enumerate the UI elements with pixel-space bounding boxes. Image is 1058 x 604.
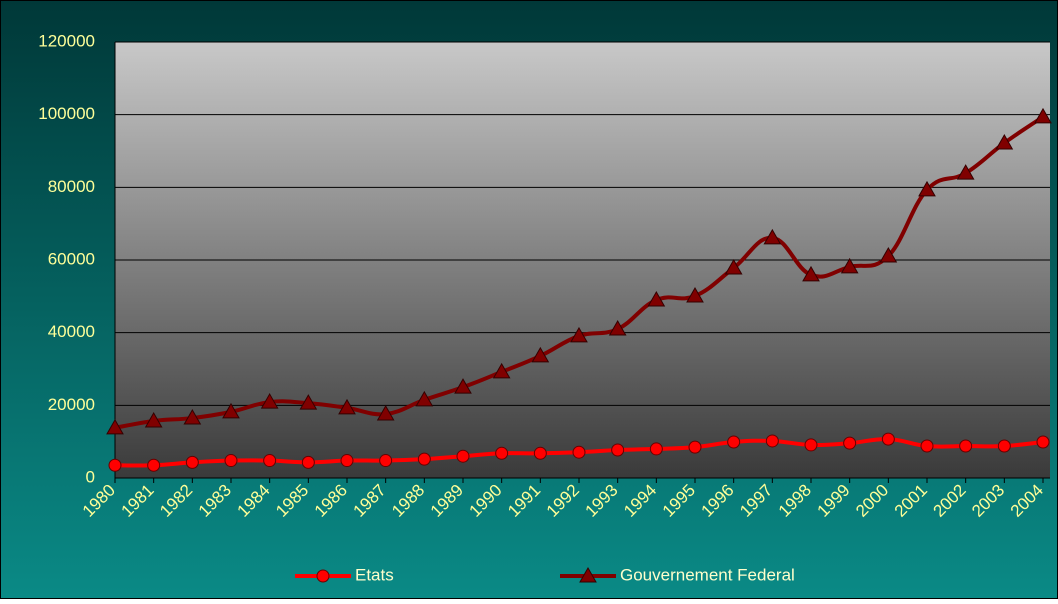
data-point bbox=[533, 446, 547, 460]
data-point bbox=[106, 418, 124, 435]
y-tick-label: 80000 bbox=[48, 177, 95, 196]
data-point bbox=[920, 439, 934, 453]
data-point bbox=[183, 409, 202, 425]
data-point bbox=[1034, 107, 1052, 124]
data-point bbox=[686, 286, 704, 303]
data-point bbox=[301, 455, 315, 469]
data-point bbox=[531, 346, 550, 363]
data-point bbox=[338, 398, 356, 415]
data-point bbox=[144, 411, 163, 428]
data-point bbox=[804, 438, 818, 452]
data-point bbox=[843, 436, 857, 450]
data-point bbox=[997, 439, 1011, 453]
data-point bbox=[147, 458, 161, 472]
data-point bbox=[222, 402, 240, 419]
data-point bbox=[108, 458, 122, 472]
y-tick-label: 0 bbox=[86, 467, 95, 486]
data-point bbox=[572, 445, 586, 459]
data-point bbox=[376, 405, 395, 421]
data-point bbox=[492, 362, 511, 379]
data-point bbox=[995, 133, 1014, 150]
data-point bbox=[224, 454, 238, 468]
y-tick-label: 100000 bbox=[38, 104, 95, 123]
data-point bbox=[185, 455, 199, 469]
data-point bbox=[608, 320, 627, 336]
data-point bbox=[454, 378, 472, 394]
y-tick-label: 120000 bbox=[38, 31, 95, 50]
data-point bbox=[299, 394, 318, 410]
data-point bbox=[260, 393, 279, 409]
legend-label: Etats bbox=[355, 565, 394, 584]
data-point bbox=[727, 435, 741, 449]
y-tick-label: 60000 bbox=[48, 249, 95, 268]
data-point bbox=[340, 454, 354, 468]
data-point bbox=[379, 454, 393, 468]
data-point bbox=[879, 246, 898, 263]
legend-label: Gouvernement Federal bbox=[620, 565, 795, 584]
data-point bbox=[570, 326, 588, 343]
data-point bbox=[1036, 435, 1050, 449]
data-point bbox=[647, 290, 666, 307]
data-point bbox=[724, 258, 743, 275]
data-point bbox=[881, 432, 895, 446]
data-point bbox=[918, 180, 936, 197]
data-point bbox=[802, 265, 820, 282]
y-tick-label: 40000 bbox=[48, 322, 95, 341]
data-point bbox=[959, 439, 973, 453]
legend-marker bbox=[316, 569, 330, 583]
data-point bbox=[417, 452, 431, 466]
legend-marker bbox=[579, 566, 597, 583]
data-point bbox=[840, 257, 859, 274]
data-point bbox=[263, 454, 277, 468]
data-point bbox=[415, 390, 434, 407]
data-point bbox=[688, 440, 702, 454]
data-point bbox=[765, 434, 779, 448]
data-point bbox=[456, 449, 470, 463]
data-point bbox=[763, 228, 782, 245]
data-point bbox=[611, 443, 625, 457]
data-point bbox=[956, 164, 975, 180]
data-point bbox=[495, 446, 509, 460]
data-point bbox=[649, 442, 663, 456]
y-tick-label: 20000 bbox=[48, 395, 95, 414]
